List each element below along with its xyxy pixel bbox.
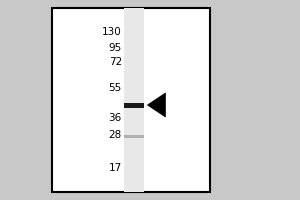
Text: 95: 95	[109, 43, 122, 53]
Text: 28: 28	[109, 130, 122, 140]
Text: 72: 72	[109, 57, 122, 67]
Polygon shape	[147, 93, 165, 117]
Text: 130: 130	[102, 27, 122, 37]
Text: 36: 36	[109, 113, 122, 123]
Bar	[124, 102, 144, 108]
Bar	[124, 134, 144, 138]
Bar	[52, 8, 210, 192]
Text: 55: 55	[109, 83, 122, 93]
Text: 17: 17	[109, 163, 122, 173]
Bar	[124, 8, 144, 192]
